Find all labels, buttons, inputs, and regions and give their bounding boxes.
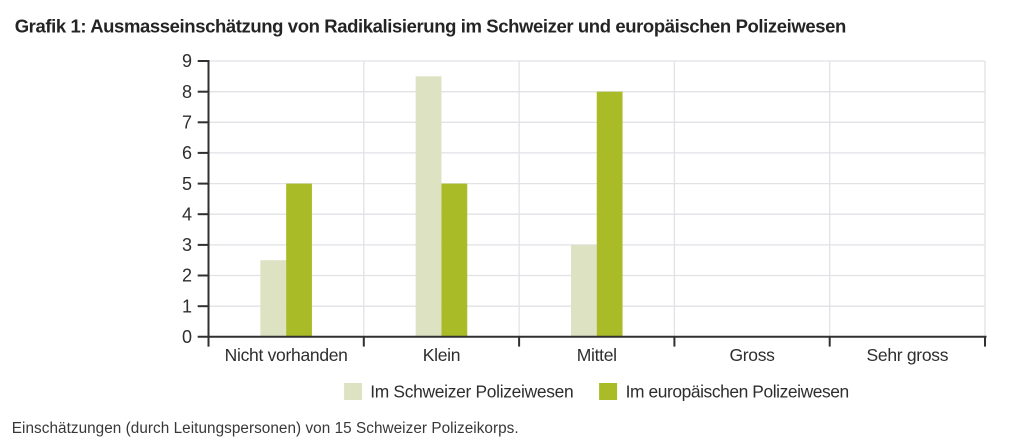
svg-text:6: 6 [182, 143, 192, 163]
svg-text:Im Schweizer Polizeiwesen: Im Schweizer Polizeiwesen [370, 381, 573, 401]
svg-text:Sehr gross: Sehr gross [867, 345, 949, 365]
svg-text:8: 8 [182, 82, 192, 102]
svg-text:4: 4 [182, 204, 192, 224]
svg-text:Im europäischen Polizeiwesen: Im europäischen Polizeiwesen [626, 381, 849, 401]
svg-text:Grafik 1: Ausmasseinschätzung: Grafik 1: Ausmasseinschätzung von Radika… [15, 16, 846, 37]
svg-text:Nicht vorhanden: Nicht vorhanden [225, 345, 348, 365]
svg-text:Gross: Gross [729, 345, 775, 365]
svg-text:3: 3 [182, 235, 192, 255]
svg-text:5: 5 [182, 174, 192, 194]
svg-text:Mittel: Mittel [577, 345, 617, 365]
svg-text:7: 7 [182, 113, 192, 133]
svg-text:9: 9 [182, 51, 192, 71]
svg-text:Klein: Klein [423, 345, 460, 365]
svg-text:2: 2 [182, 266, 192, 286]
svg-text:1: 1 [182, 296, 192, 316]
svg-text:0: 0 [182, 327, 192, 347]
svg-text:Einschätzungen (durch Leitungs: Einschätzungen (durch Leitungspersonen) … [12, 420, 519, 437]
